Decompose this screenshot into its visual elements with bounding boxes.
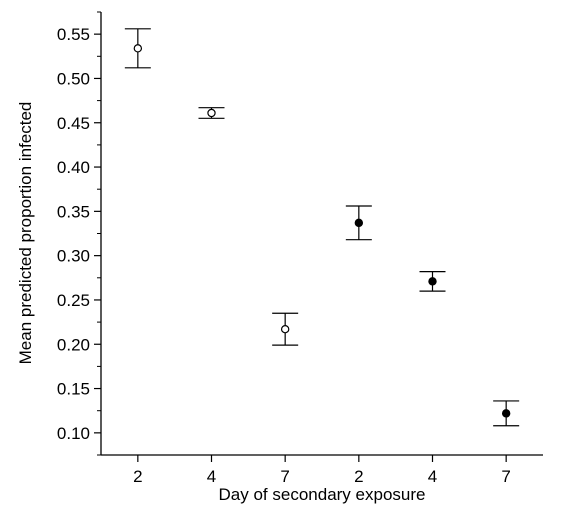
data-points (124, 28, 520, 427)
data-point-group (198, 107, 225, 119)
x-tick-label: 2 (133, 467, 142, 486)
filled-circle-point (428, 277, 437, 286)
data-point-group (345, 205, 372, 241)
y-tick-label: 0.30 (57, 247, 90, 266)
x-tick-label: 4 (207, 467, 216, 486)
x-tick-label: 4 (428, 467, 437, 486)
data-point-group (272, 312, 299, 346)
filled-circle-point (354, 218, 364, 228)
x-tick-label: 7 (280, 467, 289, 486)
data-point-group (493, 400, 520, 427)
x-tick-label: 2 (354, 467, 363, 486)
data-point-group (419, 270, 446, 292)
y-tick-label: 0.35 (57, 202, 90, 221)
x-axis-title: Day of secondary exposure (219, 485, 426, 504)
open-circle-point (133, 44, 143, 53)
y-tick-label: 0.25 (57, 291, 90, 310)
y-tick-label: 0.55 (57, 25, 90, 44)
y-tick-label: 0.10 (57, 424, 90, 443)
y-axis-title: Mean predicted proportion infected (16, 102, 35, 365)
open-circle-point (280, 324, 290, 334)
open-circle-point (207, 108, 216, 118)
y-tick-label: 0.50 (57, 69, 90, 88)
y-axis-ticks: 0.10 0.15 0.20 0.25 0.30 0.35 0.40 0.45 0.50 0.55 (57, 11, 101, 456)
filled-circle-point (501, 409, 511, 418)
axes (100, 12, 543, 456)
y-tick-label: 0.40 (57, 158, 90, 177)
y-tick-label: 0.20 (57, 335, 90, 354)
y-tick-label: 0.45 (57, 114, 90, 133)
x-axis-ticks: 2 4 7 2 4 7 (133, 455, 511, 486)
y-tick-label: 0.15 (57, 380, 90, 399)
x-tick-label: 7 (501, 467, 510, 486)
data-point-group (124, 28, 151, 69)
